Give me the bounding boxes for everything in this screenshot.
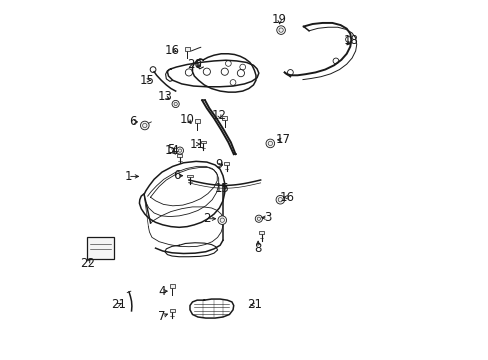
Bar	[184, 48, 189, 51]
Bar	[187, 175, 192, 177]
Text: 6: 6	[129, 116, 136, 129]
Text: 3: 3	[264, 211, 271, 224]
Circle shape	[276, 26, 285, 35]
Text: 22: 22	[80, 257, 95, 270]
Bar	[201, 140, 205, 143]
Bar	[169, 284, 174, 288]
Text: 15: 15	[214, 183, 229, 195]
Text: 8: 8	[254, 242, 261, 255]
Text: 16: 16	[279, 191, 294, 204]
Text: 15: 15	[139, 74, 154, 87]
Bar	[87, 237, 114, 259]
Circle shape	[218, 216, 226, 225]
Bar	[169, 309, 174, 312]
Text: 11: 11	[189, 138, 204, 150]
Text: 16: 16	[164, 44, 179, 57]
Bar	[194, 119, 199, 123]
Text: 4: 4	[158, 285, 165, 298]
Text: 2: 2	[203, 212, 210, 225]
Text: 19: 19	[272, 13, 286, 26]
Circle shape	[176, 147, 183, 154]
Bar	[222, 116, 227, 120]
Text: 9: 9	[215, 158, 223, 171]
Text: 7: 7	[158, 310, 165, 323]
Text: 14: 14	[164, 144, 179, 157]
Circle shape	[255, 215, 262, 222]
Circle shape	[276, 195, 284, 204]
Text: 20: 20	[187, 58, 202, 71]
Bar	[177, 154, 182, 157]
Text: 21: 21	[246, 298, 262, 311]
Text: 13: 13	[157, 90, 172, 103]
Text: 12: 12	[211, 109, 226, 122]
Text: 21: 21	[111, 298, 125, 311]
Bar	[224, 162, 228, 165]
Circle shape	[172, 100, 179, 108]
Text: 10: 10	[179, 113, 194, 126]
Text: 17: 17	[275, 133, 290, 146]
Circle shape	[265, 139, 274, 148]
Text: 18: 18	[343, 34, 358, 48]
Text: 1: 1	[124, 170, 131, 183]
Text: 5: 5	[167, 143, 174, 156]
Circle shape	[140, 121, 149, 130]
Bar	[259, 231, 264, 234]
Text: 6: 6	[173, 169, 181, 182]
